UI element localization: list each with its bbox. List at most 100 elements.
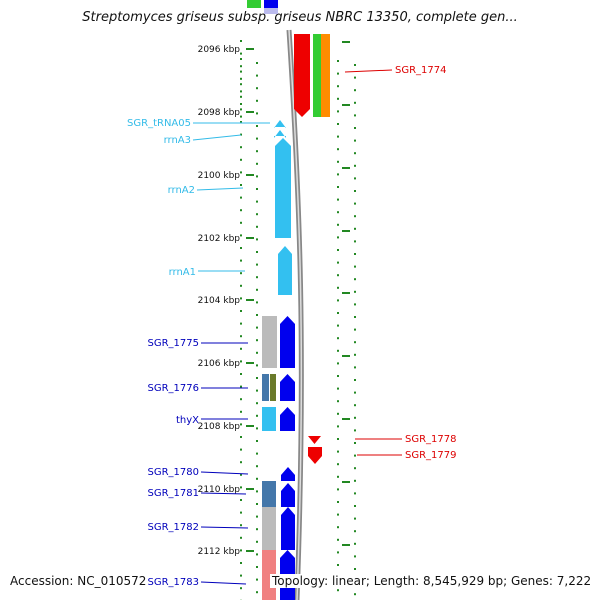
guide-dot — [240, 196, 242, 199]
topology-text: Topology: linear; Length: 8,545,929 bp; … — [270, 574, 594, 588]
gene-sgr-1782-gray[interactable] — [262, 507, 276, 550]
gene-sgr-1776-olive[interactable] — [270, 374, 276, 401]
gene-sgr-1774[interactable] — [294, 34, 310, 117]
gene-sgr-1782[interactable] — [281, 507, 295, 550]
guide-dot — [240, 347, 242, 350]
guide-dot — [354, 101, 356, 104]
guide-dot — [337, 387, 339, 390]
gene-sgr-trna05[interactable] — [274, 120, 286, 128]
gene-label[interactable]: rrnA3 — [164, 135, 191, 146]
gene-rrna3[interactable] — [274, 130, 286, 138]
guide-dot — [256, 414, 258, 417]
guide-dot — [354, 341, 356, 344]
guide-dot — [337, 400, 339, 403]
gene-sgr-1778[interactable] — [308, 436, 321, 444]
guide-dot — [256, 389, 258, 392]
guide-dot — [354, 253, 356, 255]
guide-dot — [337, 236, 339, 239]
gene-label[interactable]: SGR_1780 — [148, 467, 200, 478]
guide-dot — [354, 177, 356, 180]
guide-dot — [256, 263, 258, 266]
gene-green-block[interactable] — [313, 34, 321, 117]
guide-dot — [256, 150, 258, 153]
gene-label[interactable]: SGR_1775 — [148, 338, 200, 349]
gene-label[interactable]: SGR_1781 — [148, 488, 200, 499]
guide-dot — [354, 127, 356, 129]
gene-label[interactable]: rrnA1 — [169, 267, 196, 278]
guide-dot — [354, 391, 356, 394]
guide-dot — [337, 249, 339, 251]
gene-label[interactable]: SGR_1779 — [405, 450, 457, 461]
gene-sgr-1779[interactable] — [308, 447, 322, 464]
gene-label[interactable]: SGR_1776 — [148, 383, 200, 394]
guide-dot — [256, 351, 258, 354]
gene-block-top[interactable] — [264, 8, 278, 14]
gene-thyx-cyan[interactable] — [262, 407, 276, 431]
guide-dot — [240, 385, 242, 388]
guide-dot — [354, 139, 356, 142]
gene-rrna2[interactable] — [275, 138, 291, 238]
gene-thyx[interactable] — [280, 407, 295, 431]
guide-dot — [240, 423, 242, 426]
guide-dot — [240, 297, 242, 300]
guide-dot — [240, 587, 242, 590]
gene-label[interactable]: SGR_1782 — [148, 522, 200, 533]
guide-dot — [256, 200, 258, 203]
guide-dot — [256, 465, 258, 468]
guide-dot — [256, 402, 258, 405]
gene-sgr-1775-gray[interactable] — [262, 316, 277, 368]
gene-block-top[interactable] — [264, 0, 278, 8]
guide-dot — [256, 162, 258, 165]
guide-dot — [240, 65, 242, 68]
gene-sgr-1781-steel[interactable] — [262, 481, 276, 507]
gene-sgr-1775[interactable] — [280, 316, 295, 368]
gene-sgr-1781[interactable] — [281, 483, 295, 507]
guide-dot — [240, 536, 242, 539]
guide-dot — [354, 202, 356, 205]
guide-dot — [337, 186, 339, 188]
gene-rrna1[interactable] — [278, 246, 292, 295]
tick-label: 2102 kbp — [198, 234, 241, 244]
gene-orange-block[interactable] — [321, 34, 330, 117]
label-leader — [200, 492, 247, 495]
kbp-ticks: 2096 kbp 2098 kbp 2100 kbp 2102 kbp 2104 kbp… — [198, 41, 350, 557]
tick-label: 2106 kbp — [198, 359, 241, 369]
gene-sgr-1780[interactable] — [281, 467, 295, 481]
guide-dot — [354, 227, 356, 230]
guide-dot — [337, 97, 339, 100]
guide-dot — [354, 542, 356, 545]
guide-dot — [240, 322, 242, 325]
guide-dot — [354, 316, 356, 318]
guide-dot — [256, 578, 258, 581]
guide-dot — [256, 515, 258, 518]
guide-dot — [354, 164, 356, 167]
dotted-guides — [240, 40, 356, 600]
gene-label[interactable]: thyX — [176, 415, 199, 426]
gene-block-top[interactable] — [247, 0, 261, 8]
gene-label[interactable]: SGR_1783 — [148, 577, 200, 588]
gene-label[interactable]: rrnA2 — [168, 185, 195, 196]
guide-dot — [256, 490, 258, 493]
gene-label[interactable]: SGR_tRNA05 — [127, 118, 191, 129]
guide-dot — [240, 360, 242, 363]
gene-features — [247, 0, 330, 600]
guide-dot — [337, 211, 339, 214]
guide-dot — [337, 438, 339, 440]
guide-dot — [337, 173, 339, 176]
guide-dot — [240, 184, 242, 186]
guide-dot — [240, 562, 242, 564]
guide-dot — [240, 133, 242, 136]
guide-dot — [256, 301, 258, 304]
gene-sgr-1776[interactable] — [280, 374, 295, 401]
guide-dot — [240, 40, 242, 42]
guide-dot — [337, 299, 339, 302]
gene-label[interactable]: SGR_1778 — [405, 434, 457, 445]
guide-dot — [240, 410, 242, 413]
gene-label[interactable]: SGR_1774 — [395, 65, 447, 76]
guide-dot — [256, 326, 258, 329]
guide-dot — [256, 452, 258, 455]
guide-dot — [256, 62, 258, 64]
gene-sgr-1776-steel[interactable] — [262, 374, 269, 401]
guide-dot — [240, 272, 242, 275]
